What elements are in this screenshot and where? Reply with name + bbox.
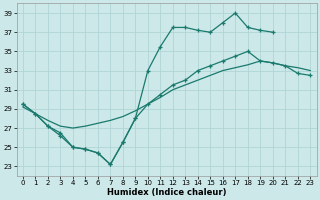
X-axis label: Humidex (Indice chaleur): Humidex (Indice chaleur) [107,188,226,197]
